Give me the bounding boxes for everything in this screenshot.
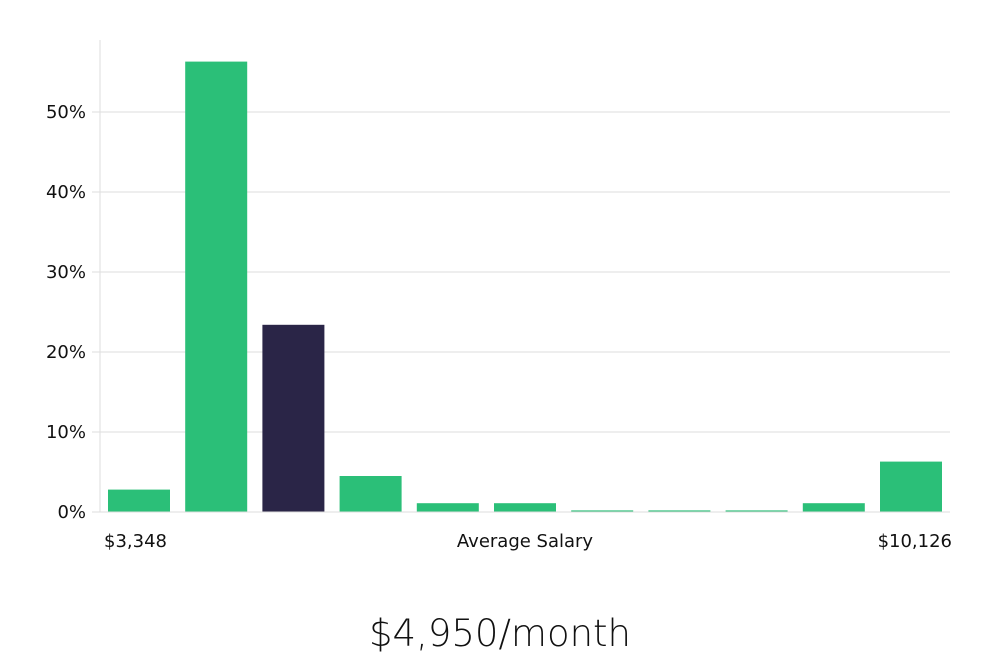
bars <box>108 61 942 512</box>
histogram-bar <box>725 510 788 512</box>
histogram-bar <box>416 503 479 512</box>
histogram-svg: 0%10%20%30%40%50% $3,348 Average Salary … <box>46 40 952 552</box>
histogram-bar <box>494 503 556 512</box>
y-tick-label: 50% <box>46 102 86 123</box>
histogram-bar <box>185 61 248 512</box>
salary-histogram: 0% 10% 20% 30% 40% 50% $3,348 Average Salary … <box>46 40 952 552</box>
x-min-label: $3,348 <box>104 531 167 552</box>
histogram-bar <box>802 503 865 512</box>
y-tick-label: 0% <box>57 502 86 523</box>
y-tick-labels: 0% 10% 20% 30% 40% 50% <box>46 102 100 523</box>
histogram-bar <box>108 489 170 512</box>
y-tick-label: 30% <box>46 262 86 283</box>
x-axis-label: Average Salary <box>457 531 594 552</box>
axes <box>99 40 950 513</box>
y-tick-label: 40% <box>46 182 86 203</box>
histogram-bar <box>571 510 634 512</box>
histogram-bar <box>648 510 711 512</box>
y-tick-label: 10% <box>46 422 86 443</box>
histogram-bar <box>880 461 942 512</box>
histogram-bar <box>339 476 402 512</box>
average-salary-value: $4,950/month <box>368 612 632 655</box>
y-tick-label: 20% <box>46 342 86 363</box>
histogram-bar-highlight <box>262 324 325 512</box>
x-max-label: $10,126 <box>878 531 952 552</box>
